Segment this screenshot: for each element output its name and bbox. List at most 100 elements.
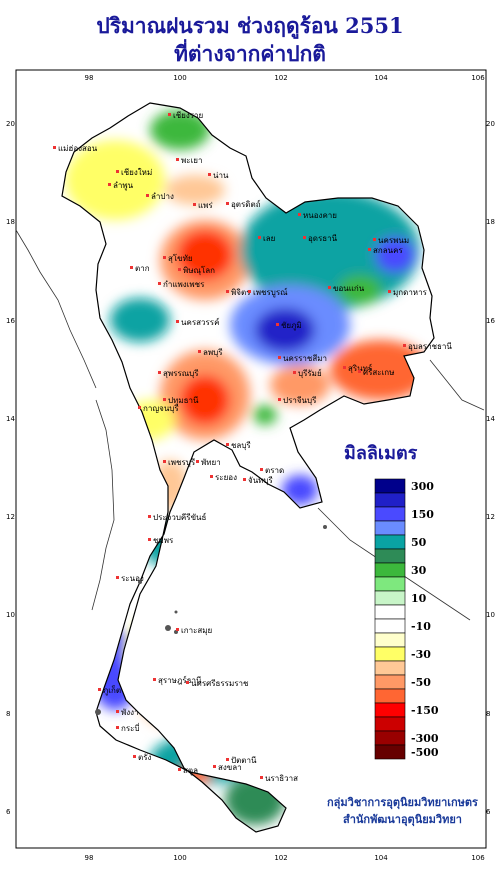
province-label: ลพบุรี (203, 348, 223, 357)
province-label: สุรินทร์ (348, 363, 373, 373)
province-label: อุตรดิตถ์ (231, 199, 261, 209)
province-label: ระยอง (215, 473, 237, 482)
station-marker (178, 768, 181, 771)
legend-swatch (374, 744, 406, 760)
legend-colorbar (374, 478, 406, 760)
province-label: กำแพงเพชร (163, 280, 205, 289)
province-label: อุบลราชธานี (408, 342, 452, 351)
province-label: แม่ฮ่องสอน (58, 144, 98, 153)
province-label: น่าน (213, 171, 229, 180)
station-marker (298, 213, 301, 216)
lat-tick-left: 14 (6, 415, 15, 423)
province-label: แพร่ (198, 201, 213, 210)
station-marker (373, 238, 376, 241)
station-marker (163, 398, 166, 401)
credit-line-2: สำนักพัฒนาอุตุนิยมวิทยา (343, 813, 462, 826)
station-marker (293, 371, 296, 374)
province-label: นครสวรรค์ (181, 317, 219, 327)
station-marker (130, 266, 133, 269)
province-label: นครพนม (378, 236, 409, 245)
station-marker (226, 758, 229, 761)
legend-swatch (374, 478, 406, 494)
lat-tick-right: 10 (486, 611, 495, 619)
lon-tick-bottom: 104 (374, 854, 388, 862)
station-marker (158, 371, 161, 374)
station-marker (248, 290, 251, 293)
province-label: ลำพูน (113, 181, 134, 191)
province-label: ปราจีนบุรี (283, 396, 317, 405)
province-label: ขอนแก่น (333, 284, 365, 293)
station-marker (176, 158, 179, 161)
province-label: ชุมพร (153, 536, 174, 545)
station-marker (108, 183, 111, 186)
lon-tick-top: 104 (374, 74, 388, 82)
station-marker (388, 290, 391, 293)
province-label: สงขลา (218, 763, 242, 772)
station-marker (163, 256, 166, 259)
province-label: สุพรรณบุรี (163, 369, 199, 378)
lat-tick-right: 12 (486, 513, 495, 521)
province-label: ปทุมธานี (168, 396, 199, 405)
station-marker (226, 443, 229, 446)
province-label: สุราษฎร์ธานี (158, 675, 202, 685)
lon-tick-bottom: 102 (274, 854, 287, 862)
province-label: นครศรีธรรมราช (191, 679, 249, 688)
station-marker (146, 194, 149, 197)
province-label: นราธิวาส (265, 774, 298, 783)
province-label: สกลนคร (373, 246, 403, 255)
station-marker (116, 576, 119, 579)
province-label: ปัตตานี (231, 756, 257, 765)
legend-swatch (374, 506, 406, 522)
station-marker (158, 282, 161, 285)
station-marker (276, 323, 279, 326)
province-label: ภูเก็ต (103, 685, 121, 696)
legend-label: -30 (411, 648, 431, 661)
legend-unit: มิลลิเมตร (344, 443, 418, 464)
province-label: ประจวบคีรีขันธ์ (153, 512, 207, 522)
station-marker (258, 236, 261, 239)
province-label: เชียงใหม่ (121, 168, 152, 177)
station-marker (176, 628, 179, 631)
legend-labels: 300 150 50 30 10 -10 -30 -50 -150 -300-500 (411, 480, 439, 759)
legend-swatch (374, 702, 406, 718)
legend-label: -10 (411, 620, 431, 633)
province-label: ระนอง (121, 574, 144, 583)
station-marker (278, 356, 281, 359)
province-label: พะเยา (181, 156, 202, 165)
legend-swatch (374, 604, 406, 620)
lon-tick-top: 100 (173, 74, 186, 82)
province-label: เชียงราย (173, 111, 203, 120)
province-label: กาญจนบุรี (143, 404, 179, 413)
lat-tick-right: 20 (486, 120, 495, 128)
lat-tick-left: 6 (6, 808, 11, 816)
station-marker (208, 173, 211, 176)
station-marker (98, 688, 101, 691)
legend-label: -50 (411, 676, 431, 689)
station-marker (260, 776, 263, 779)
station-marker (153, 678, 156, 681)
province-label: พัทยา (201, 458, 221, 467)
lon-tick-bottom: 100 (173, 854, 186, 862)
lat-tick-right: 6 (486, 808, 491, 816)
station-marker (358, 370, 361, 373)
province-label: ตรัง (138, 753, 151, 762)
legend-swatch (374, 534, 406, 550)
lon-tick-top: 98 (85, 74, 94, 82)
legend-swatch (374, 618, 406, 634)
lat-tick-left: 12 (6, 513, 15, 521)
legend-swatch (374, 562, 406, 578)
province-label: พังงา (121, 708, 139, 717)
province-label: จันทบุรี (248, 476, 274, 485)
legend-label: 300 (411, 480, 434, 493)
lat-tick-right: 14 (486, 415, 495, 423)
legend-swatch (374, 632, 406, 648)
province-label: ลำปาง (151, 192, 174, 201)
lat-tick-left: 10 (6, 611, 15, 619)
province-label: ชัยภูมิ (281, 321, 302, 331)
lon-tick-bottom: 98 (85, 854, 94, 862)
legend-swatch (374, 548, 406, 564)
station-marker (116, 710, 119, 713)
